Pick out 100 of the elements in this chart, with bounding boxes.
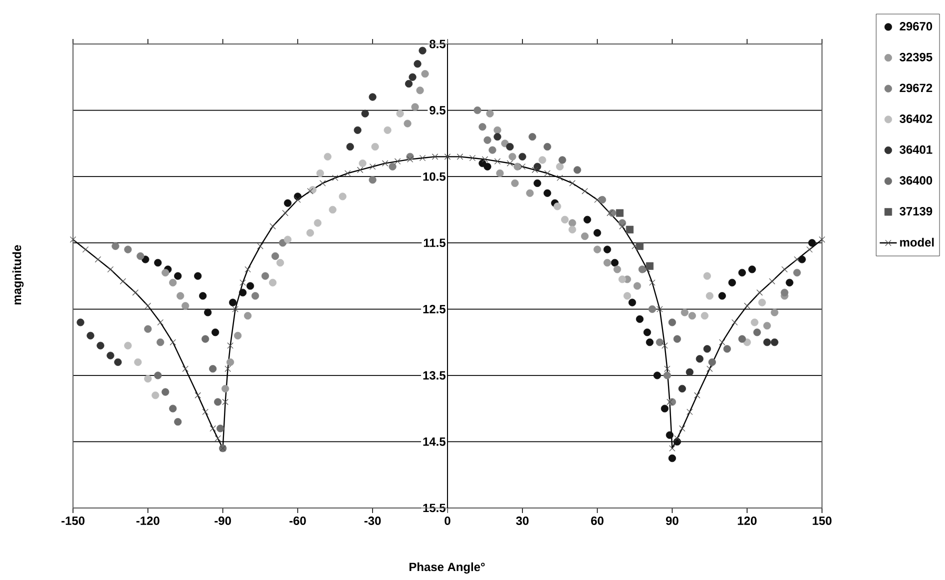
point <box>763 338 771 346</box>
point <box>750 318 758 326</box>
point <box>306 229 314 237</box>
point <box>780 288 788 296</box>
y-tick-label: 9.5 <box>430 106 446 115</box>
point <box>673 335 682 343</box>
point <box>680 308 688 316</box>
x-tick-label: -60 <box>290 516 306 525</box>
point <box>212 328 220 336</box>
point <box>314 219 322 227</box>
point <box>610 258 619 267</box>
point <box>238 288 247 296</box>
point <box>276 258 284 267</box>
point <box>174 272 182 280</box>
point <box>86 332 94 340</box>
point <box>511 179 519 187</box>
point <box>494 126 502 134</box>
point <box>204 308 212 316</box>
point <box>501 140 509 148</box>
point <box>638 266 646 274</box>
point <box>678 384 686 392</box>
point <box>234 332 242 340</box>
point <box>358 160 366 168</box>
point <box>411 103 419 111</box>
point <box>488 146 496 154</box>
point <box>494 133 502 141</box>
point <box>706 292 714 300</box>
point <box>162 268 170 276</box>
x-tick-label: -30 <box>364 516 381 525</box>
point <box>174 418 182 426</box>
point <box>534 179 542 187</box>
point <box>646 262 654 270</box>
point <box>718 292 726 300</box>
point <box>738 268 746 276</box>
point <box>284 236 292 244</box>
point <box>114 358 122 366</box>
point <box>484 136 492 144</box>
point <box>162 388 170 396</box>
point <box>703 272 711 280</box>
point <box>528 133 536 141</box>
point <box>244 312 252 320</box>
point <box>284 199 292 207</box>
point <box>770 308 778 316</box>
point <box>214 398 222 406</box>
point <box>176 292 184 300</box>
point <box>613 266 622 274</box>
y-axis-title: magnitude <box>12 245 24 304</box>
point <box>251 292 260 300</box>
point <box>623 292 632 300</box>
point <box>643 328 652 336</box>
point <box>618 276 626 284</box>
point <box>136 252 144 260</box>
point <box>112 242 120 250</box>
point <box>581 232 589 240</box>
point <box>594 246 602 254</box>
x-tick-label: 90 <box>666 516 678 525</box>
point <box>134 358 142 366</box>
point <box>222 384 230 392</box>
point <box>124 246 132 254</box>
point <box>506 142 514 151</box>
x-tick-label: 0 <box>444 516 450 525</box>
point <box>708 358 716 366</box>
point <box>770 338 778 346</box>
point <box>144 374 152 383</box>
point <box>226 358 234 366</box>
point <box>561 216 569 224</box>
x-tick-label: 60 <box>591 516 604 525</box>
point <box>703 345 711 353</box>
x-tick-label: 30 <box>516 516 529 525</box>
point <box>156 338 164 346</box>
point <box>396 110 404 118</box>
point <box>648 305 656 313</box>
point <box>636 242 644 250</box>
y-tick-label: 11.5 <box>424 238 446 248</box>
point <box>554 202 562 210</box>
point <box>418 46 426 54</box>
point <box>268 278 277 286</box>
point <box>346 142 354 151</box>
point <box>598 196 606 204</box>
legend-label: 36401 <box>900 145 932 154</box>
point <box>388 162 396 170</box>
point <box>202 335 210 343</box>
point <box>738 335 746 343</box>
point <box>324 152 332 160</box>
point <box>484 162 492 170</box>
point <box>633 282 642 290</box>
point <box>384 126 392 134</box>
x-tick-label: 150 <box>812 516 832 525</box>
legend-label: 29672 <box>900 84 932 92</box>
point <box>544 142 552 151</box>
point <box>728 278 736 286</box>
point <box>154 372 162 380</box>
point <box>405 80 413 88</box>
point <box>700 312 708 320</box>
point <box>603 246 612 254</box>
point <box>616 209 624 217</box>
point <box>182 302 190 310</box>
legend-label: 32395 <box>900 52 932 62</box>
point <box>371 142 379 151</box>
point <box>793 268 801 276</box>
